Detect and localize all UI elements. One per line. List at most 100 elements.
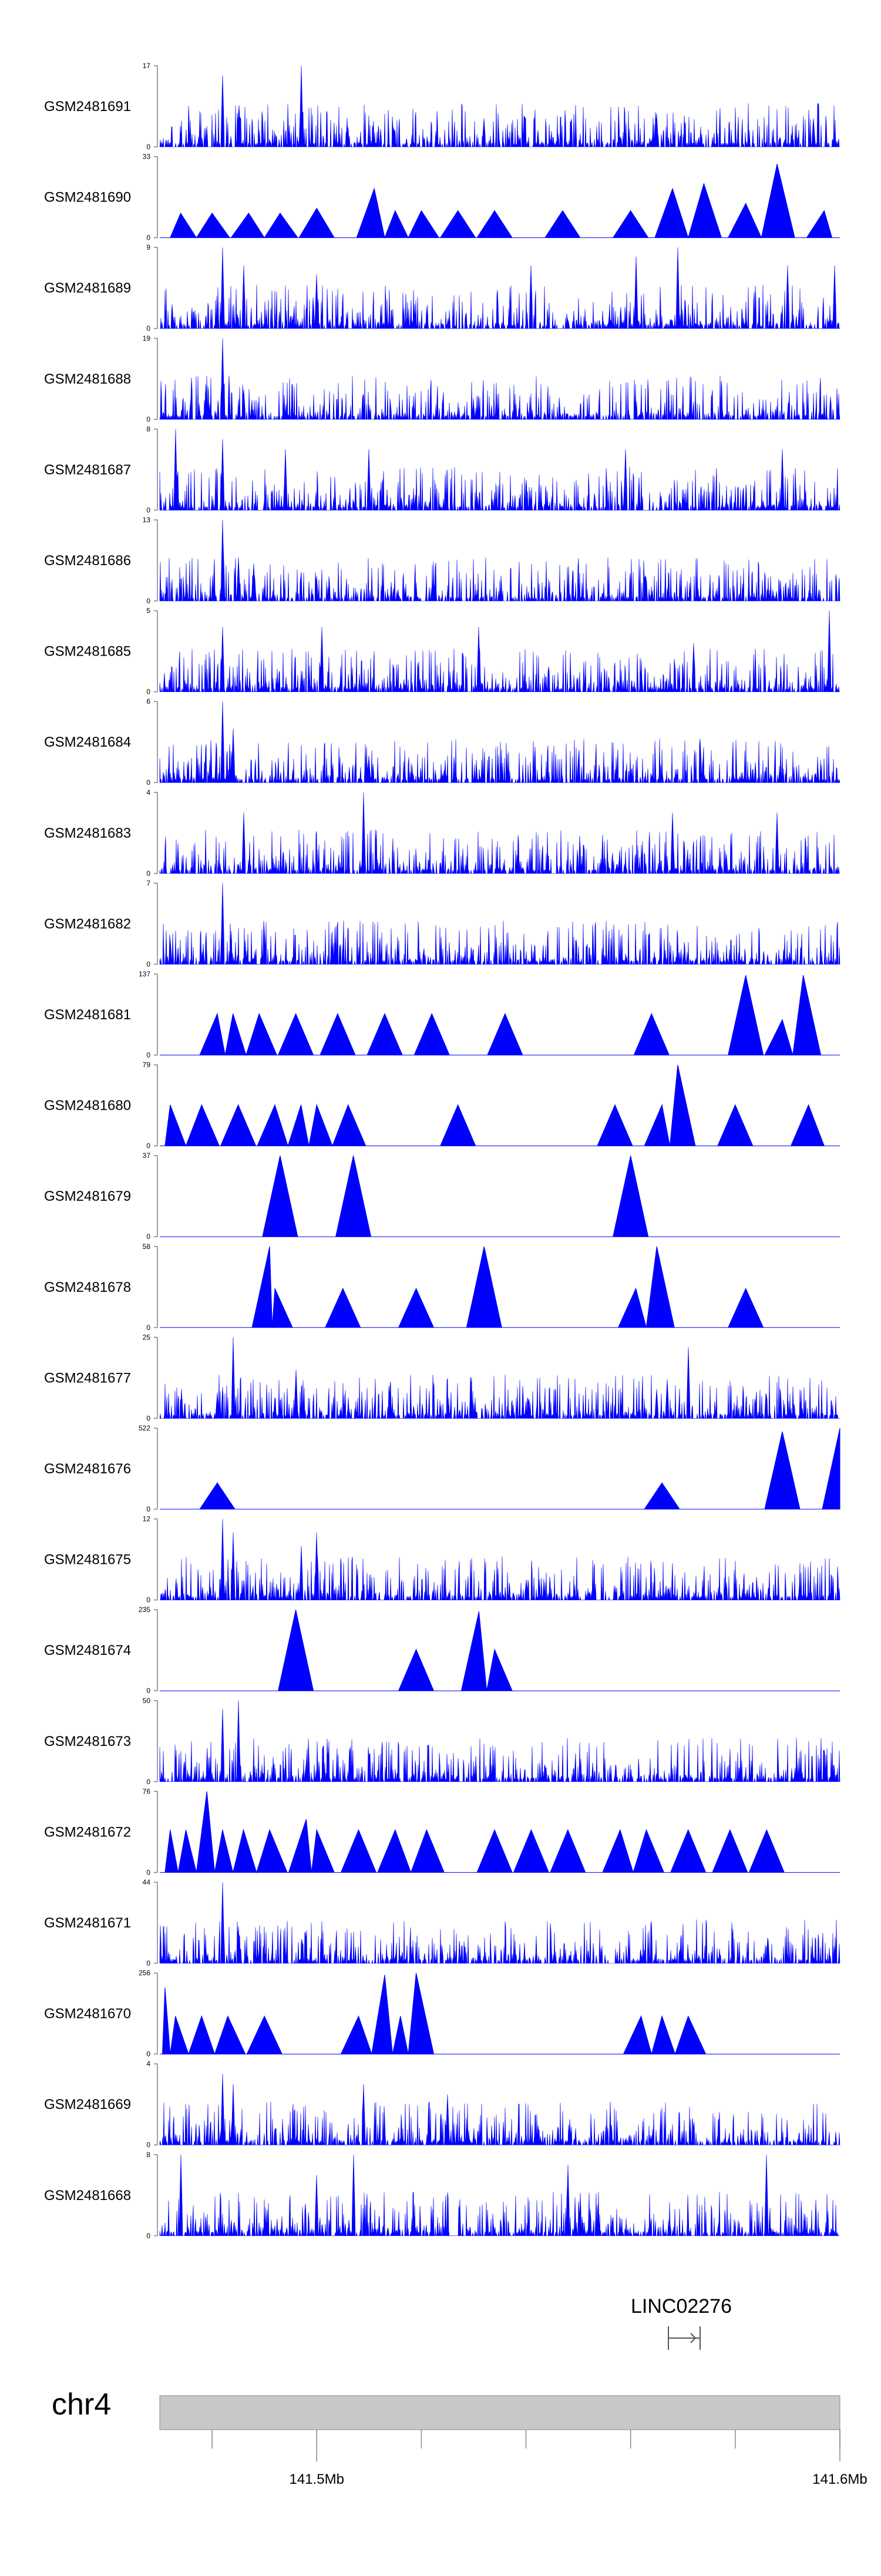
signal-area — [159, 2074, 840, 2145]
y-max-label: 19 — [143, 334, 151, 342]
track-GSM2481680: GSM2481680 79 0 — [44, 1061, 840, 1150]
track-GSM2481672: GSM2481672 76 0 — [44, 1787, 840, 1876]
y-min-label: 0 — [146, 1505, 150, 1513]
track-GSM2481671: GSM2481671 44 0 — [44, 1878, 840, 1967]
track-label: GSM2481688 — [44, 371, 131, 387]
track-label: GSM2481691 — [44, 99, 131, 115]
track-label: GSM2481690 — [44, 190, 131, 206]
y-min-label: 0 — [146, 234, 150, 242]
y-min-label: 0 — [146, 1142, 150, 1150]
y-max-label: 256 — [139, 1969, 150, 1977]
signal-area — [159, 65, 840, 147]
signal-area — [160, 975, 840, 1056]
track-GSM2481673: GSM2481673 50 0 — [44, 1697, 840, 1786]
y-min-label: 0 — [146, 143, 150, 151]
signal-area — [160, 1156, 840, 1237]
track-label: GSM2481689 — [44, 280, 131, 296]
track-GSM2481675: GSM2481675 12 0 — [44, 1515, 840, 1604]
track-GSM2481668: GSM2481668 8 0 — [44, 2151, 840, 2240]
track-GSM2481670: GSM2481670 256 0 — [44, 1969, 840, 2058]
track-label: GSM2481679 — [44, 1188, 131, 1204]
track-GSM2481669: GSM2481669 4 0 — [44, 2060, 840, 2149]
track-label: GSM2481681 — [44, 1007, 131, 1023]
y-min-label: 0 — [146, 2050, 150, 2058]
track-label: GSM2481669 — [44, 2097, 131, 2112]
track-GSM2481690: GSM2481690 33 0 — [44, 153, 840, 242]
chromosome-ideogram — [159, 2395, 840, 2430]
gene-annotation: LINC02276 — [631, 2295, 732, 2350]
track-label: GSM2481683 — [44, 825, 131, 841]
track-GSM2481674: GSM2481674 235 0 — [44, 1606, 840, 1695]
position-label: 141.5Mb — [290, 2471, 344, 2487]
position-ticks: 141.5Mb 141.6Mb — [211, 2430, 867, 2487]
track-label: GSM2481680 — [44, 1098, 131, 1114]
track-label: GSM2481686 — [44, 553, 131, 569]
track-label: GSM2481676 — [44, 1461, 131, 1477]
track-GSM2481684: GSM2481684 6 0 — [44, 697, 840, 787]
track-label: GSM2481685 — [44, 644, 131, 660]
signal-area — [160, 1428, 840, 1510]
signal-area — [159, 701, 840, 783]
signal-area — [159, 338, 840, 420]
tracks: GSM2481691170GSM2481690330GSM248168990GS… — [44, 62, 840, 2240]
track-label: GSM2481687 — [44, 462, 131, 478]
y-min-label: 0 — [146, 1687, 150, 1695]
track-label: GSM2481670 — [44, 2006, 131, 2022]
y-max-label: 17 — [143, 62, 151, 70]
track-label: GSM2481677 — [44, 1370, 131, 1386]
y-max-label: 9 — [146, 243, 150, 251]
y-min-label: 0 — [146, 688, 150, 696]
signal-area — [160, 1791, 840, 1874]
y-min-label: 0 — [146, 1324, 150, 1332]
signal-area — [159, 1700, 840, 1782]
y-min-label: 0 — [146, 960, 150, 968]
y-max-label: 25 — [143, 1333, 151, 1341]
track-GSM2481678: GSM2481678 58 0 — [44, 1242, 840, 1332]
signal-area — [159, 1882, 840, 1964]
signal-area — [160, 247, 840, 329]
y-max-label: 137 — [139, 970, 150, 978]
track-GSM2481682: GSM2481682 7 0 — [44, 879, 840, 968]
track-GSM2481688: GSM2481688 19 0 — [44, 334, 840, 424]
signal-area — [160, 1064, 840, 1147]
y-max-label: 50 — [143, 1697, 151, 1705]
signal-area — [159, 610, 840, 692]
y-min-label: 0 — [146, 1051, 150, 1059]
signal-area — [159, 429, 840, 511]
y-max-label: 8 — [146, 2151, 150, 2159]
y-min-label: 0 — [146, 2232, 150, 2240]
y-max-label: 8 — [146, 425, 150, 433]
gene-label: LINC02276 — [631, 2295, 732, 2318]
gene-strand-arrow-icon — [690, 2333, 697, 2343]
track-GSM2481685: GSM2481685 5 0 — [44, 607, 840, 696]
y-min-label: 0 — [146, 324, 150, 333]
track-GSM2481691: GSM2481691 17 0 — [44, 62, 840, 151]
y-min-label: 0 — [146, 869, 150, 878]
track-label: GSM2481682 — [44, 916, 131, 932]
track-GSM2481677: GSM2481677 25 0 — [44, 1333, 840, 1422]
y-max-label: 58 — [143, 1242, 151, 1251]
chromosome-label: chr4 — [52, 2387, 111, 2421]
track-GSM2481679: GSM2481679 37 0 — [44, 1151, 840, 1241]
y-max-label: 13 — [143, 516, 151, 524]
y-max-label: 6 — [146, 697, 150, 706]
y-min-label: 0 — [146, 778, 150, 787]
y-max-label: 12 — [143, 1515, 151, 1523]
signal-area — [160, 1246, 840, 1328]
y-min-label: 0 — [146, 415, 150, 424]
track-label: GSM2481668 — [44, 2188, 131, 2204]
y-max-label: 235 — [139, 1606, 150, 1614]
y-min-label: 0 — [146, 1868, 150, 1876]
y-max-label: 76 — [143, 1787, 151, 1795]
track-GSM2481687: GSM2481687 8 0 — [44, 425, 840, 514]
signal-area — [160, 1973, 840, 2056]
y-max-label: 44 — [143, 1878, 151, 1886]
y-max-label: 4 — [146, 788, 150, 797]
y-max-label: 79 — [143, 1061, 151, 1069]
track-label: GSM2481684 — [44, 734, 131, 750]
track-GSM2481676: GSM2481676 522 0 — [44, 1424, 840, 1513]
signal-area — [160, 1519, 840, 1600]
y-max-label: 33 — [143, 153, 151, 161]
y-max-label: 4 — [146, 2060, 150, 2068]
